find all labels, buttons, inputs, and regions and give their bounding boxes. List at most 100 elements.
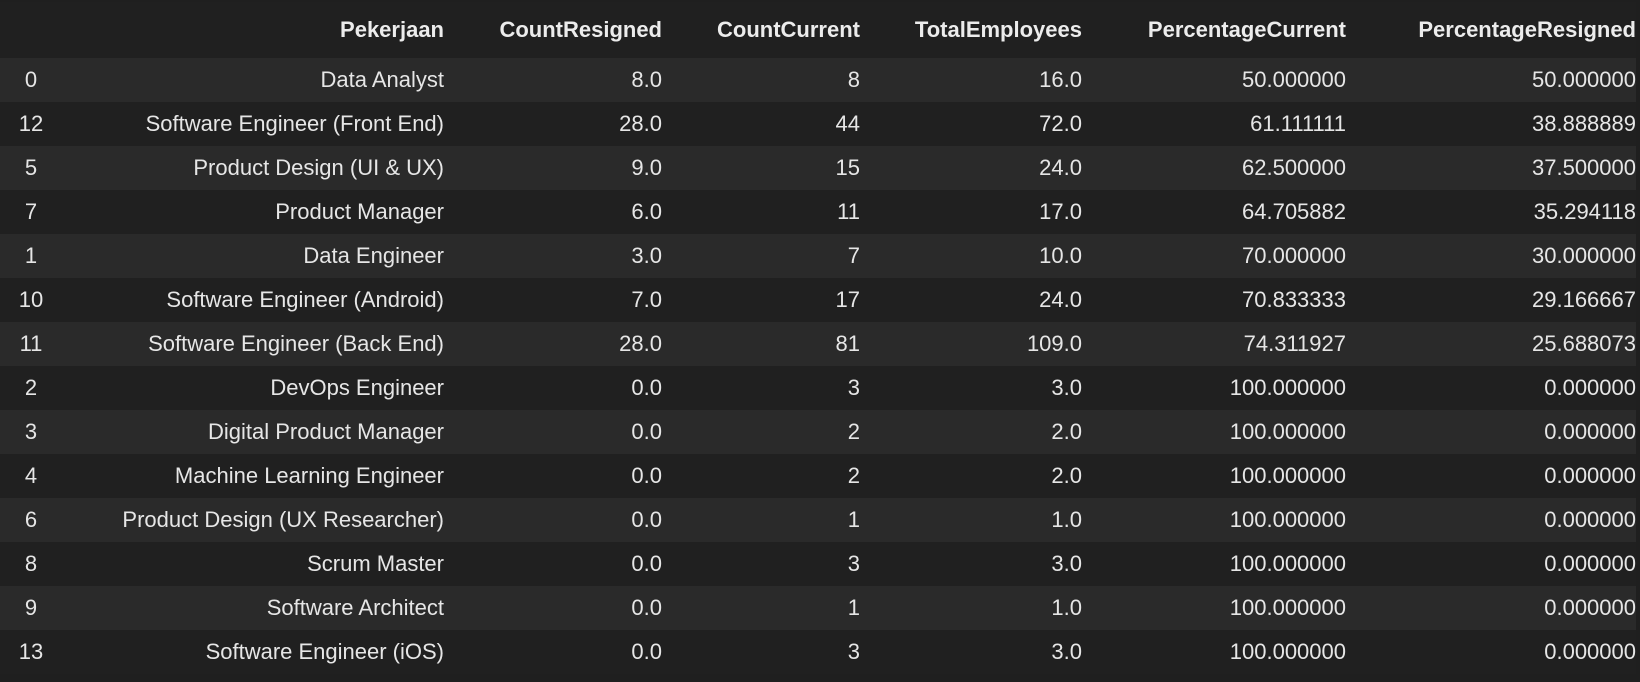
cell-pekerjaan: Product Manager xyxy=(275,199,444,224)
cell-count-resigned: 0.0 xyxy=(631,595,662,620)
cell-pekerjaan: Product Design (UX Researcher) xyxy=(122,507,444,532)
cell-pekerjaan: Product Design (UI & UX) xyxy=(193,155,444,180)
cell-count-current: 15 xyxy=(835,155,860,180)
header-percentage-resigned: PercentageResigned xyxy=(1418,17,1636,42)
cell-index: 3 xyxy=(24,419,38,444)
cell-percentage-resigned: 0.000000 xyxy=(1544,419,1636,444)
cell-index: 2 xyxy=(24,375,38,400)
cell-total-employees: 109.0 xyxy=(1026,331,1082,356)
cell-percentage-resigned: 25.688073 xyxy=(1532,331,1636,356)
cell-count-current: 44 xyxy=(835,111,860,136)
cell-index: 0 xyxy=(24,67,38,92)
cell-total-employees: 3.0 xyxy=(1051,375,1082,400)
header-pekerjaan: Pekerjaan xyxy=(340,17,444,42)
header-index xyxy=(0,2,62,58)
cell-pekerjaan: Data Analyst xyxy=(320,67,444,92)
cell-pekerjaan: Software Engineer (Back End) xyxy=(148,331,444,356)
cell-count-current: 7 xyxy=(847,243,860,268)
table-row: 5 Product Design (UI & UX) 9.0 15 24.0 62.500… xyxy=(0,146,1636,190)
cell-percentage-current: 64.705882 xyxy=(1242,199,1346,224)
cell-pekerjaan: Software Engineer (Android) xyxy=(166,287,444,312)
cell-index: 11 xyxy=(19,331,43,356)
cell-pekerjaan: Software Engineer (iOS) xyxy=(205,639,444,664)
header-total-employees: TotalEmployees xyxy=(914,17,1082,42)
cell-count-current: 8 xyxy=(847,67,860,92)
table-row: 8 Scrum Master 0.0 3 3.0 100.000000 0.000000 xyxy=(0,542,1636,586)
cell-index: 8 xyxy=(24,551,38,576)
cell-percentage-current: 100.000000 xyxy=(1229,419,1346,444)
cell-percentage-resigned: 50.000000 xyxy=(1532,67,1636,92)
table-row: 0 Data Analyst 8.0 8 16.0 50.000000 50.000000 xyxy=(0,58,1636,102)
cell-percentage-current: 100.000000 xyxy=(1229,639,1346,664)
cell-count-current: 81 xyxy=(835,331,860,356)
table-header: Pekerjaan CountResigned CountCurrent Tot… xyxy=(0,2,1636,58)
cell-percentage-resigned: 37.500000 xyxy=(1532,155,1636,180)
cell-percentage-current: 100.000000 xyxy=(1229,551,1346,576)
cell-percentage-current: 100.000000 xyxy=(1229,507,1346,532)
table-row: 1 Data Engineer 3.0 7 10.0 70.000000 30.000000 xyxy=(0,234,1636,278)
table-body: 0 Data Analyst 8.0 8 16.0 50.000000 50.000000 1… xyxy=(0,58,1636,674)
cell-percentage-resigned: 35.294118 xyxy=(1533,199,1636,224)
cell-count-resigned: 0.0 xyxy=(631,507,662,532)
cell-count-current: 17 xyxy=(835,287,860,312)
cell-count-current: 3 xyxy=(847,375,860,400)
cell-total-employees: 1.0 xyxy=(1051,507,1082,532)
cell-total-employees: 72.0 xyxy=(1039,111,1082,136)
cell-percentage-resigned: 30.000000 xyxy=(1532,243,1636,268)
table-row: 11 Software Engineer (Back End) 28.0 81 109.… xyxy=(0,322,1636,366)
table-row: 4 Machine Learning Engineer 0.0 2 2.0 100.000… xyxy=(0,454,1636,498)
cell-count-current: 3 xyxy=(847,639,860,664)
cell-total-employees: 2.0 xyxy=(1051,419,1082,444)
cell-percentage-current: 61.111111 xyxy=(1250,111,1346,136)
table-row: 13 Software Engineer (iOS) 0.0 3 3.0 100.0000… xyxy=(0,630,1636,674)
cell-count-resigned: 28.0 xyxy=(619,331,662,356)
header-percentage-current: PercentageCurrent xyxy=(1147,17,1346,42)
cell-index: 10 xyxy=(18,287,44,312)
cell-percentage-current: 70.833333 xyxy=(1242,287,1346,312)
cell-count-resigned: 0.0 xyxy=(631,463,662,488)
cell-index: 12 xyxy=(18,111,44,136)
header-count-current: CountCurrent xyxy=(717,17,860,42)
cell-pekerjaan: Scrum Master xyxy=(307,551,444,576)
cell-percentage-resigned: 0.000000 xyxy=(1544,463,1636,488)
cell-count-resigned: 0.0 xyxy=(631,419,662,444)
cell-index: 13 xyxy=(18,639,44,664)
cell-count-current: 2 xyxy=(847,419,860,444)
header-row: Pekerjaan CountResigned CountCurrent Tot… xyxy=(0,2,1636,58)
cell-total-employees: 2.0 xyxy=(1051,463,1082,488)
cell-count-resigned: 8.0 xyxy=(631,67,662,92)
cell-percentage-current: 74.311927 xyxy=(1243,331,1346,356)
table-row: 6 Product Design (UX Researcher) 0.0 1 1.0 10… xyxy=(0,498,1636,542)
cell-percentage-resigned: 0.000000 xyxy=(1544,375,1636,400)
cell-count-resigned: 0.0 xyxy=(631,375,662,400)
table-row: 9 Software Architect 0.0 1 1.0 100.000000 0.00… xyxy=(0,586,1636,630)
cell-total-employees: 24.0 xyxy=(1039,287,1082,312)
cell-percentage-current: 100.000000 xyxy=(1229,595,1346,620)
table-row: 7 Product Manager 6.0 11 17.0 64.705882 35.294… xyxy=(0,190,1636,234)
cell-count-resigned: 3.0 xyxy=(631,243,662,268)
cell-index: 7 xyxy=(24,199,38,224)
cell-count-resigned: 7.0 xyxy=(631,287,662,312)
cell-percentage-current: 50.000000 xyxy=(1242,67,1346,92)
cell-count-current: 3 xyxy=(847,551,860,576)
cell-total-employees: 16.0 xyxy=(1039,67,1082,92)
cell-total-employees: 1.0 xyxy=(1051,595,1082,620)
cell-index: 1 xyxy=(24,243,38,268)
cell-index: 6 xyxy=(24,507,38,532)
cell-count-resigned: 28.0 xyxy=(619,111,662,136)
cell-percentage-resigned: 29.166667 xyxy=(1532,287,1636,312)
cell-pekerjaan: Digital Product Manager xyxy=(207,419,444,444)
table-row: 10 Software Engineer (Android) 7.0 17 24.0 70… xyxy=(0,278,1636,322)
table-row: 12 Software Engineer (Front End) 28.0 44 72.… xyxy=(0,102,1636,146)
cell-count-current: 1 xyxy=(847,507,860,532)
cell-count-resigned: 6.0 xyxy=(631,199,662,224)
cell-percentage-resigned: 38.888889 xyxy=(1532,111,1636,136)
cell-total-employees: 24.0 xyxy=(1039,155,1082,180)
cell-count-current: 1 xyxy=(847,595,860,620)
table-row: 3 Digital Product Manager 0.0 2 2.0 100.00000… xyxy=(0,410,1636,454)
cell-count-current: 11 xyxy=(837,199,860,224)
cell-percentage-resigned: 0.000000 xyxy=(1544,639,1636,664)
cell-total-employees: 3.0 xyxy=(1051,551,1082,576)
cell-percentage-current: 70.000000 xyxy=(1242,243,1346,268)
